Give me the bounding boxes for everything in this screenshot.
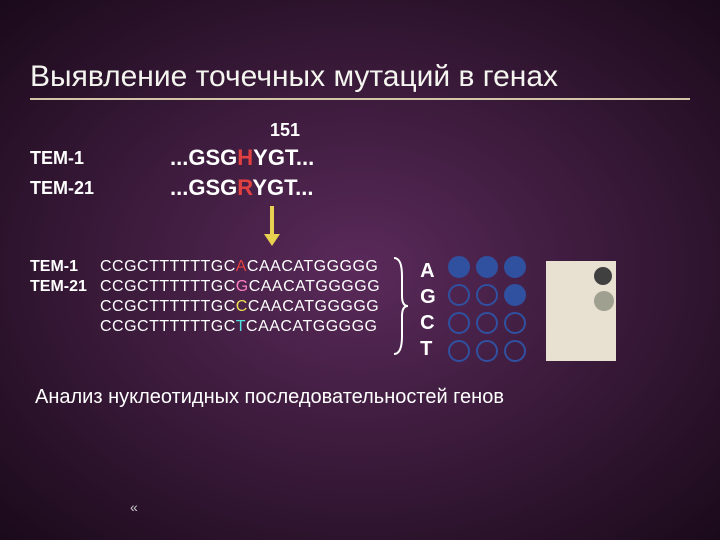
grid-dot (504, 256, 526, 278)
footer-text: Анализ нуклеотидных последовательностей … (35, 386, 690, 409)
protein-label: TEM-21 (30, 178, 170, 199)
grid-dot (476, 340, 498, 362)
title-area: Выявление точечных мутаций в генах (0, 0, 720, 110)
nucleotide-row: CCGCTTTTTTGCCCAACATGGGGG (30, 298, 380, 316)
protein-row: TEM-1...GSGHYGT... (30, 145, 690, 171)
arrow-down-icon (260, 206, 690, 251)
title-underline (30, 98, 690, 100)
protein-sequence: ...GSGHYGT... (170, 145, 314, 171)
slide-title: Выявление точечных мутаций в генах (30, 60, 690, 94)
grid-dot (476, 312, 498, 334)
grid-dot (504, 284, 526, 306)
nucleotide-label: TEM-1 (30, 258, 100, 276)
grid-dot (476, 256, 498, 278)
blot-photo (546, 261, 616, 361)
content-area: 151 TEM-1...GSGHYGT...TEM-21...GSGRYGT..… (0, 110, 720, 419)
letter-label: A (420, 260, 436, 284)
protein-label: TEM-1 (30, 148, 170, 169)
grid-dot (504, 340, 526, 362)
grid-dot (476, 284, 498, 306)
corner-mark: « (130, 499, 138, 515)
nucleotide-letters: AGCT (420, 260, 436, 362)
grid-dot (448, 340, 470, 362)
nucleotide-row: TEM-21CCGCTTTTTTGCGCAACATGGGGG (30, 278, 380, 296)
grid-dot (504, 312, 526, 334)
letter-label: C (420, 312, 436, 336)
protein-sequence: ...GSGRYGT... (170, 175, 313, 201)
nucleotide-row: TEM-1CCGCTTTTTTGCACAACATGGGGG (30, 258, 380, 276)
nucleotide-row: CCGCTTTTTTGCTCAACATGGGGG (30, 318, 380, 336)
grid-dot (448, 284, 470, 306)
letter-label: G (420, 286, 436, 310)
dot-grid (448, 256, 530, 366)
nucleotide-sequence: CCGCTTTTTTGCCCAACATGGGGG (100, 298, 379, 316)
nucleotide-section: TEM-1CCGCTTTTTTGCACAACATGGGGGTEM-21CCGCT… (30, 256, 690, 366)
nucleotide-sequence: CCGCTTTTTTGCGCAACATGGGGG (100, 278, 380, 296)
position-label: 151 (270, 120, 690, 141)
nucleotide-rows: TEM-1CCGCTTTTTTGCACAACATGGGGGTEM-21CCGCT… (30, 256, 380, 338)
nucleotide-sequence: CCGCTTTTTTGCTCAACATGGGGG (100, 318, 377, 336)
grid-dot (448, 256, 470, 278)
photo-dot (594, 291, 614, 311)
nucleotide-label: TEM-21 (30, 278, 100, 296)
protein-rows: TEM-1...GSGHYGT...TEM-21...GSGRYGT... (30, 145, 690, 201)
curly-brace-icon (390, 256, 410, 361)
photo-dot (594, 267, 612, 285)
protein-row: TEM-21...GSGRYGT... (30, 175, 690, 201)
nucleotide-sequence: CCGCTTTTTTGCACAACATGGGGG (100, 258, 378, 276)
grid-area: AGCT (420, 256, 616, 366)
letter-label: T (420, 338, 436, 362)
grid-dot (448, 312, 470, 334)
